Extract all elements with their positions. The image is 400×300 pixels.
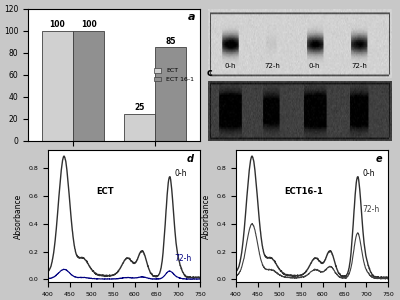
Text: 72-h: 72-h: [362, 205, 380, 214]
Text: 0-h: 0-h: [224, 63, 236, 69]
Text: ECT16-1: ECT16-1: [285, 187, 324, 196]
Text: 0-h: 0-h: [309, 63, 320, 69]
Text: 72-h: 72-h: [351, 63, 367, 69]
X-axis label: Time (hr): Time (hr): [95, 165, 133, 174]
Text: 0-h: 0-h: [174, 169, 187, 178]
Text: 72-h: 72-h: [174, 254, 192, 263]
Text: 72-h: 72-h: [264, 63, 280, 69]
Legend: ECT, ECT 16-1: ECT, ECT 16-1: [151, 65, 197, 85]
Text: d: d: [187, 154, 194, 164]
Bar: [42, 31, 73, 141]
Bar: [155, 47, 186, 141]
Text: 85: 85: [165, 37, 176, 46]
Text: 100: 100: [81, 20, 96, 29]
Text: c: c: [206, 68, 212, 78]
Text: 0-h: 0-h: [362, 169, 375, 178]
Text: 25: 25: [134, 103, 144, 112]
Y-axis label: Absorbance: Absorbance: [202, 194, 211, 238]
Y-axis label: Absorbance: Absorbance: [14, 194, 23, 238]
Text: ECT: ECT: [97, 187, 114, 196]
Text: e: e: [375, 154, 382, 164]
Text: a: a: [187, 12, 195, 22]
Bar: [73, 31, 104, 141]
Text: 100: 100: [50, 20, 65, 29]
Bar: [124, 113, 155, 141]
